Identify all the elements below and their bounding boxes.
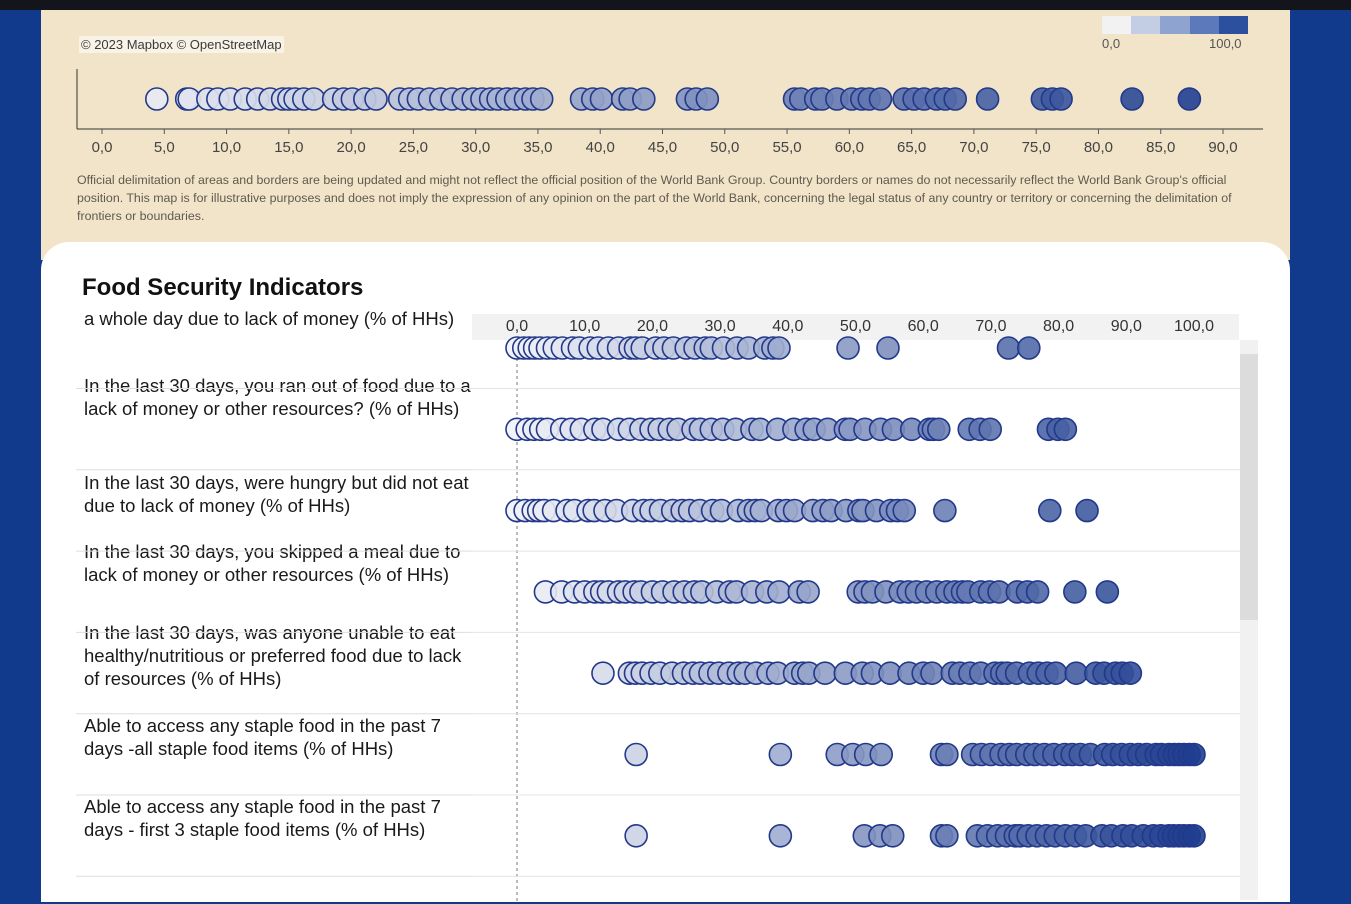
data-point[interactable] [868,87,893,111]
data-point[interactable] [145,87,169,111]
data-point[interactable] [1120,87,1144,111]
data-point[interactable] [943,87,968,111]
row-label: Able to access any staple food in the pa… [84,796,441,840]
x-tick-label: 10,0 [569,318,600,335]
map-disclaimer: Official delimitation of areas and borde… [77,173,1232,223]
x-axis-strip [472,314,1239,340]
x-tick-label: 10,0 [212,139,241,156]
legend-swatch [1131,16,1161,34]
x-tick-label: 30,0 [461,139,490,156]
data-point[interactable] [695,87,720,111]
x-tick-label: 50,0 [710,139,739,156]
data-point[interactable] [591,661,615,686]
data-point[interactable] [926,417,951,442]
x-tick-label: 70,0 [959,139,988,156]
distribution-strip-chart[interactable]: 0,0 5,0 10,0 15,0 20,0 25,0 30,0 35,0 40,0 45,0 50… [41,65,1290,170]
data-point[interactable] [978,417,1003,442]
data-point[interactable] [624,823,648,848]
data-point[interactable] [975,87,1000,111]
data-point[interactable] [1063,580,1087,604]
indicator-dot-plot[interactable]: 0,0 10,0 20,0 30,0 40,0 50,0 60,0 70,0 80,0 90,0 1… [41,314,1241,904]
x-tick-label: 55,0 [772,139,801,156]
x-tick-label: 5,0 [154,139,175,156]
x-tick-label: 25,0 [399,139,428,156]
data-point[interactable] [920,661,944,686]
row-label: In the last 30 days, you ran out of food… [84,375,471,419]
x-tick-label: 85,0 [1146,139,1175,156]
data-point[interactable] [1177,87,1202,111]
x-tick-label: 15,0 [274,139,303,156]
data-point[interactable] [1095,580,1120,604]
data-point[interactable] [632,87,656,111]
data-point[interactable] [996,336,1021,360]
x-tick-label: 20,0 [637,318,668,335]
row-label: In the last 30 days, were hungry but did… [84,472,469,516]
map-attribution[interactable]: © 2023 Mapbox © OpenStreetMap [79,36,284,53]
data-point[interactable] [869,742,894,767]
data-point[interactable] [880,823,905,848]
data-point[interactable] [935,823,959,848]
x-tick-label: 0,0 [506,318,528,335]
data-point[interactable] [935,742,959,767]
x-tick-label: 40,0 [772,318,803,335]
x-tick-label: 20,0 [337,139,366,156]
data-point[interactable] [892,498,917,523]
legend-swatch [1218,16,1249,34]
row-label: Able to access any staple food in the pa… [84,715,441,759]
data-point[interactable] [768,823,793,848]
legend-max-label: 100,0 [1209,36,1242,51]
data-point[interactable] [767,336,791,360]
data-point[interactable] [836,336,860,360]
x-tick-label: 90,0 [1208,139,1237,156]
x-tick-label: 60,0 [835,139,864,156]
legend-swatch [1160,16,1190,34]
data-point[interactable] [876,336,900,360]
scrollbar-thumb[interactable] [1240,354,1258,620]
data-point[interactable] [768,742,793,767]
x-tick-label: 0,0 [92,139,113,156]
x-tick-label: 45,0 [648,139,677,156]
x-tick-label: 80,0 [1084,139,1113,156]
data-point[interactable] [1118,661,1143,686]
data-point[interactable] [1053,417,1078,442]
x-tick-label: 35,0 [523,139,552,156]
x-tick-label: 60,0 [908,318,939,335]
data-point[interactable] [529,87,554,111]
row-label: a whole day due to lack of money (% of H… [84,308,455,329]
legend-min-label: 0,0 [1102,36,1121,51]
x-tick-label: 90,0 [1111,318,1142,335]
data-point[interactable] [1017,336,1041,360]
data-point[interactable] [1049,87,1073,111]
data-point[interactable] [1025,580,1050,604]
data-point[interactable] [796,580,820,604]
indicators-panel: Food Security Indicators a whole day due… [41,242,1290,904]
data-point[interactable] [1182,742,1206,767]
data-point[interactable] [1182,823,1206,848]
map-panel: © 2023 Mapbox © OpenStreetMap 0,0 100,0 … [41,10,1290,260]
x-tick-label: 80,0 [1043,318,1074,335]
x-tick-label: 100,0 [1174,318,1214,335]
legend-swatch [1189,16,1219,34]
window-top-bar [0,0,1351,10]
color-legend [1102,16,1249,34]
data-point[interactable] [1044,661,1068,686]
data-point[interactable] [1037,498,1062,523]
legend-swatch [1102,16,1132,34]
data-point[interactable] [301,87,326,111]
data-point[interactable] [813,661,837,686]
data-point[interactable] [933,498,957,523]
data-point[interactable] [1075,498,1099,523]
x-tick-label: 65,0 [897,139,926,156]
x-tick-label: 30,0 [705,318,736,335]
x-tick-label: 70,0 [975,318,1006,335]
data-point[interactable] [624,742,648,767]
x-tick-label: 75,0 [1022,139,1051,156]
x-tick-label: 40,0 [586,139,615,156]
data-point[interactable] [1064,661,1089,686]
data-point[interactable] [589,87,614,111]
data-point[interactable] [767,580,791,604]
data-point[interactable] [364,87,388,111]
x-tick-label: 50,0 [840,318,871,335]
page-title: Food Security Indicators [82,274,364,301]
